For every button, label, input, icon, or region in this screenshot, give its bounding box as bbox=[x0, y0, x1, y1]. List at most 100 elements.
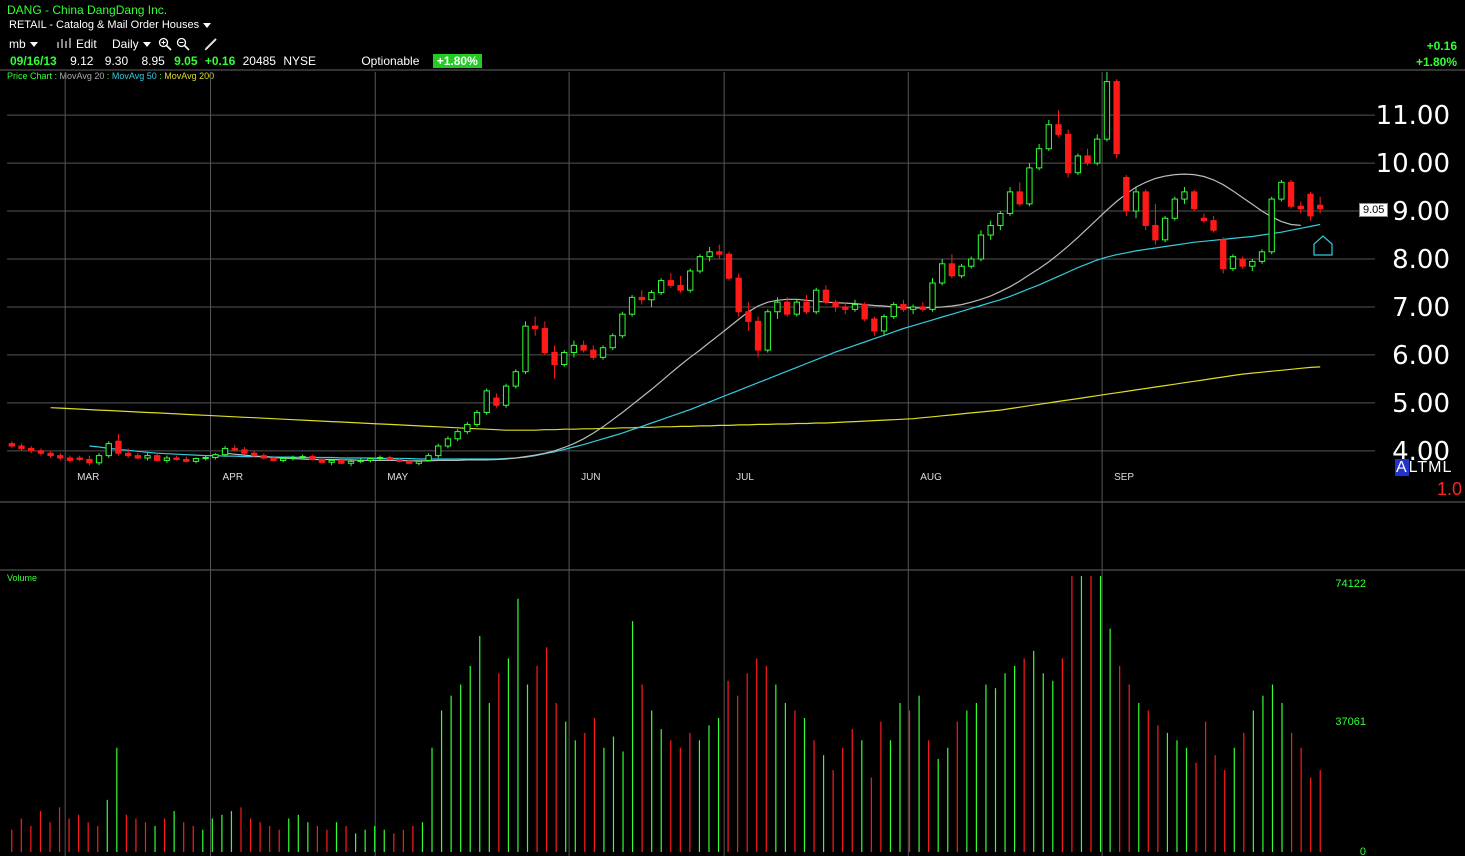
candle-body bbox=[599, 347, 607, 358]
candle-body bbox=[590, 349, 597, 358]
candle-body bbox=[435, 445, 442, 457]
candle-body bbox=[444, 438, 452, 447]
candle-body bbox=[570, 344, 578, 354]
indicator-value: 1.0 bbox=[1437, 479, 1463, 499]
industry-dropdown[interactable]: RETAIL - Catalog & Mail Order Houses bbox=[9, 19, 212, 31]
candle-body bbox=[793, 301, 800, 315]
chevron-down-icon bbox=[29, 42, 38, 48]
candle-body bbox=[803, 301, 810, 313]
candle-body bbox=[657, 280, 665, 294]
period-dropdown[interactable]: Daily bbox=[112, 37, 151, 51]
candle-body bbox=[493, 397, 500, 406]
candle-body bbox=[212, 454, 219, 459]
candle-body bbox=[163, 457, 171, 461]
candle-body bbox=[192, 457, 200, 462]
candle-body bbox=[328, 459, 335, 463]
candle-body bbox=[725, 253, 733, 279]
month-label: JUN bbox=[581, 472, 600, 483]
quote-line: 09/16/13 9.12 9.30 8.95 9.05 +0.16 20485… bbox=[10, 54, 482, 68]
candle-body bbox=[677, 284, 684, 291]
altml-label[interactable]: ALTML bbox=[1395, 459, 1452, 477]
candle-body bbox=[406, 460, 413, 464]
symbol-title: DANG - China DangDang Inc. bbox=[7, 3, 167, 17]
volume-tick-label: 74122 bbox=[1335, 578, 1366, 590]
candle-body bbox=[706, 251, 713, 258]
candle-body bbox=[900, 304, 907, 310]
candle-body bbox=[1287, 181, 1295, 207]
magnifier-plus-icon bbox=[158, 37, 172, 51]
last-price-tag: 9.05 bbox=[1359, 203, 1389, 217]
layout-dropdown[interactable]: mb bbox=[9, 37, 38, 51]
quote-change: +0.16 bbox=[204, 54, 236, 68]
price-tick-label: 7.00 bbox=[1392, 293, 1450, 323]
candle-body bbox=[1220, 239, 1227, 270]
volume-legend: Volume bbox=[7, 573, 38, 583]
altml-rest: LTML bbox=[1408, 459, 1453, 476]
candle-body bbox=[154, 455, 161, 461]
candle-body bbox=[977, 234, 985, 260]
candle-body bbox=[18, 445, 25, 449]
candle-body bbox=[1200, 217, 1208, 222]
quote-date: 09/16/13 bbox=[10, 54, 57, 68]
zoom-in-icon[interactable] bbox=[158, 37, 172, 51]
candle-body bbox=[638, 296, 645, 301]
chart-type-icon[interactable] bbox=[57, 38, 71, 48]
ma50-line bbox=[89, 223, 1321, 460]
magnifier-minus-icon bbox=[176, 37, 190, 51]
candle-body bbox=[124, 452, 132, 457]
candle-body bbox=[861, 304, 868, 320]
candle-body bbox=[1132, 191, 1140, 212]
candle-body bbox=[522, 325, 529, 373]
candle-body bbox=[667, 280, 675, 286]
zoom-out-icon[interactable] bbox=[176, 37, 190, 51]
candle-body bbox=[919, 306, 926, 310]
candle-body bbox=[764, 311, 771, 351]
candle-body bbox=[95, 455, 103, 464]
candle-body bbox=[173, 457, 180, 460]
candle-body bbox=[1278, 181, 1285, 200]
candle-body bbox=[386, 457, 393, 460]
month-label: APR bbox=[223, 472, 244, 483]
chart-legend: Price Chart : MovAvg 20 : MovAvg 50 : Mo… bbox=[7, 71, 215, 81]
candle-body bbox=[512, 371, 519, 387]
candle-body bbox=[1297, 205, 1304, 210]
quote-open: 9.12 bbox=[70, 54, 94, 68]
candle-body bbox=[842, 306, 849, 310]
chevron-down-icon bbox=[203, 22, 212, 28]
month-label: AUG bbox=[920, 472, 942, 483]
candle-body bbox=[1142, 191, 1149, 226]
candle-body bbox=[958, 265, 965, 277]
edit-button[interactable]: Edit bbox=[76, 37, 97, 51]
candle-body bbox=[8, 443, 16, 447]
draw-tool-icon[interactable] bbox=[204, 37, 218, 51]
price-tick-label: 9.00 bbox=[1392, 197, 1450, 227]
ma200-line bbox=[50, 366, 1321, 431]
ma20-line bbox=[225, 173, 1301, 462]
candle-body bbox=[299, 456, 306, 459]
candle-body bbox=[939, 263, 946, 284]
top-right-pct: +1.80% bbox=[1415, 55, 1457, 69]
legend-ma200: MovAvg 200 bbox=[164, 71, 215, 81]
candle-body bbox=[561, 352, 568, 366]
candle-body bbox=[1084, 155, 1091, 164]
candle-body bbox=[832, 301, 839, 308]
candle-body bbox=[1016, 191, 1023, 205]
candle-body bbox=[1191, 191, 1198, 210]
candle-body bbox=[1035, 148, 1043, 169]
legend-price-chart: Price Chart bbox=[7, 71, 53, 81]
candle-body bbox=[241, 449, 248, 454]
candle-body bbox=[648, 292, 655, 301]
candle-body bbox=[880, 316, 888, 332]
candle-body bbox=[1171, 198, 1178, 219]
candle-body bbox=[338, 459, 345, 464]
candle-body bbox=[1113, 81, 1120, 155]
candle-body bbox=[425, 455, 432, 461]
candle-body bbox=[57, 455, 64, 459]
candle-body bbox=[483, 390, 490, 413]
candle-body bbox=[1268, 198, 1275, 253]
quote-low: 8.95 bbox=[141, 54, 165, 68]
candle-body bbox=[1249, 260, 1256, 267]
candle-body bbox=[473, 411, 481, 425]
alert-marker-icon bbox=[1313, 235, 1333, 256]
